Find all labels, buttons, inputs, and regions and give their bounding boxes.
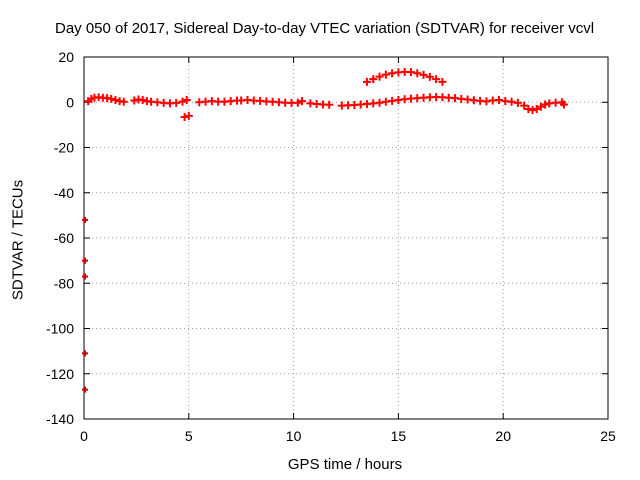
data-point — [520, 101, 529, 110]
data-point — [375, 72, 384, 81]
data-point — [180, 112, 189, 121]
data-point — [381, 70, 390, 79]
x-tick-label: 0 — [80, 428, 88, 444]
x-tick-label: 10 — [286, 428, 302, 444]
x-tick-label: 5 — [185, 428, 193, 444]
data-point — [184, 111, 193, 120]
data-point — [419, 70, 428, 79]
data-point — [297, 97, 306, 106]
y-axis-label: SDTVAR / TECUs — [9, 179, 27, 301]
data-point — [528, 106, 537, 115]
data-point — [178, 97, 187, 106]
y-tick-label: -80 — [54, 275, 74, 291]
data-point — [495, 95, 504, 104]
y-tick-label: 0 — [66, 94, 74, 110]
data-point — [513, 98, 522, 107]
x-axis-label: GPS time / hours — [287, 456, 403, 473]
data-point — [325, 100, 334, 109]
data-point — [82, 273, 89, 280]
data-point — [119, 97, 128, 106]
y-tick-label: -40 — [54, 185, 74, 201]
data-point — [362, 77, 371, 86]
data-point — [432, 75, 441, 84]
data-point — [369, 75, 378, 84]
data-point — [524, 105, 533, 114]
data-point — [82, 386, 89, 393]
data-point — [536, 102, 545, 111]
chart-title: Day 050 of 2017, Sidereal Day-to-day VTE… — [55, 20, 595, 37]
data-point — [507, 97, 516, 106]
data-point — [82, 216, 89, 223]
x-tick-label: 20 — [495, 428, 511, 444]
y-tick-label: -20 — [54, 140, 74, 156]
x-tick-label: 15 — [391, 428, 407, 444]
data-point — [413, 69, 422, 78]
plot-frame — [83, 56, 609, 420]
x-tick-label: 25 — [600, 428, 616, 444]
data-point — [406, 68, 415, 77]
data-point — [138, 95, 147, 104]
data-point — [559, 100, 568, 109]
data-point — [172, 98, 181, 107]
data-point — [541, 100, 550, 109]
data-point — [82, 350, 89, 357]
y-tick-label: 20 — [58, 49, 74, 65]
data-point — [293, 98, 302, 107]
y-tick-label: -100 — [46, 321, 74, 337]
data-point — [111, 95, 120, 104]
data-point — [532, 105, 541, 114]
y-tick-label: -140 — [46, 411, 74, 427]
data-point — [182, 95, 191, 104]
data-point — [425, 72, 434, 81]
y-tick-label: -60 — [54, 230, 74, 246]
data-point — [107, 94, 116, 103]
y-tick-label: -120 — [46, 366, 74, 382]
data-point — [82, 257, 89, 264]
data-point — [438, 77, 447, 86]
